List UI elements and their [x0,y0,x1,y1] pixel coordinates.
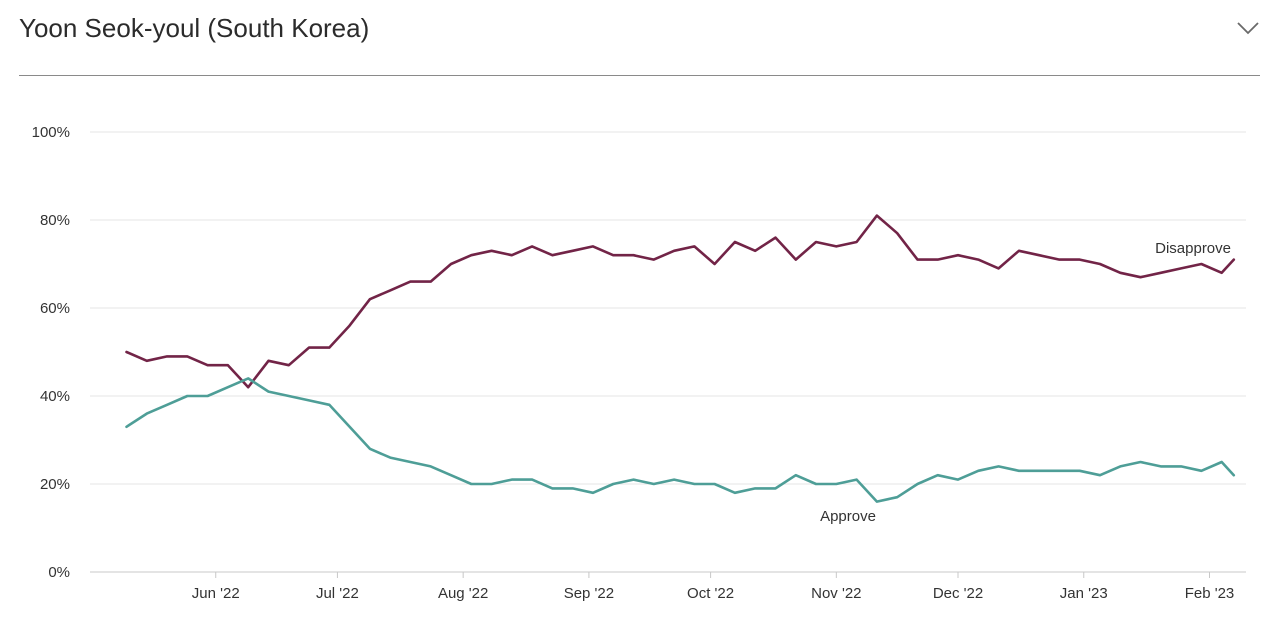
x-tick-label: Sep '22 [564,585,614,602]
disapprove-label: Disapprove [1155,240,1231,257]
x-tick-label: Dec '22 [933,585,983,602]
y-tick-label: 0% [48,564,70,581]
x-tick-label: Aug '22 [438,585,488,602]
approve-label: Approve [820,508,876,525]
x-tick-label: Jan '23 [1060,585,1108,602]
x-tick-label: Jul '22 [316,585,359,602]
x-tick-label: Oct '22 [687,585,734,602]
x-tick-label: Jun '22 [192,585,240,602]
chevron-down-icon[interactable] [1237,20,1259,36]
y-tick-label: 20% [40,476,70,493]
chart-title: Yoon Seok-youl (South Korea) [19,13,370,43]
y-tick-label: 60% [40,300,70,317]
approve-series-line [125,377,1236,503]
x-tick-label: Feb '23 [1185,585,1235,602]
x-tick-label: Nov '22 [811,585,861,602]
y-tick-label: 40% [40,388,70,405]
chart-header: Yoon Seok-youl (South Korea) [19,0,1260,76]
y-tick-label: 80% [40,212,70,229]
y-tick-label: 100% [32,124,70,141]
disapprove-series-line [125,214,1236,389]
